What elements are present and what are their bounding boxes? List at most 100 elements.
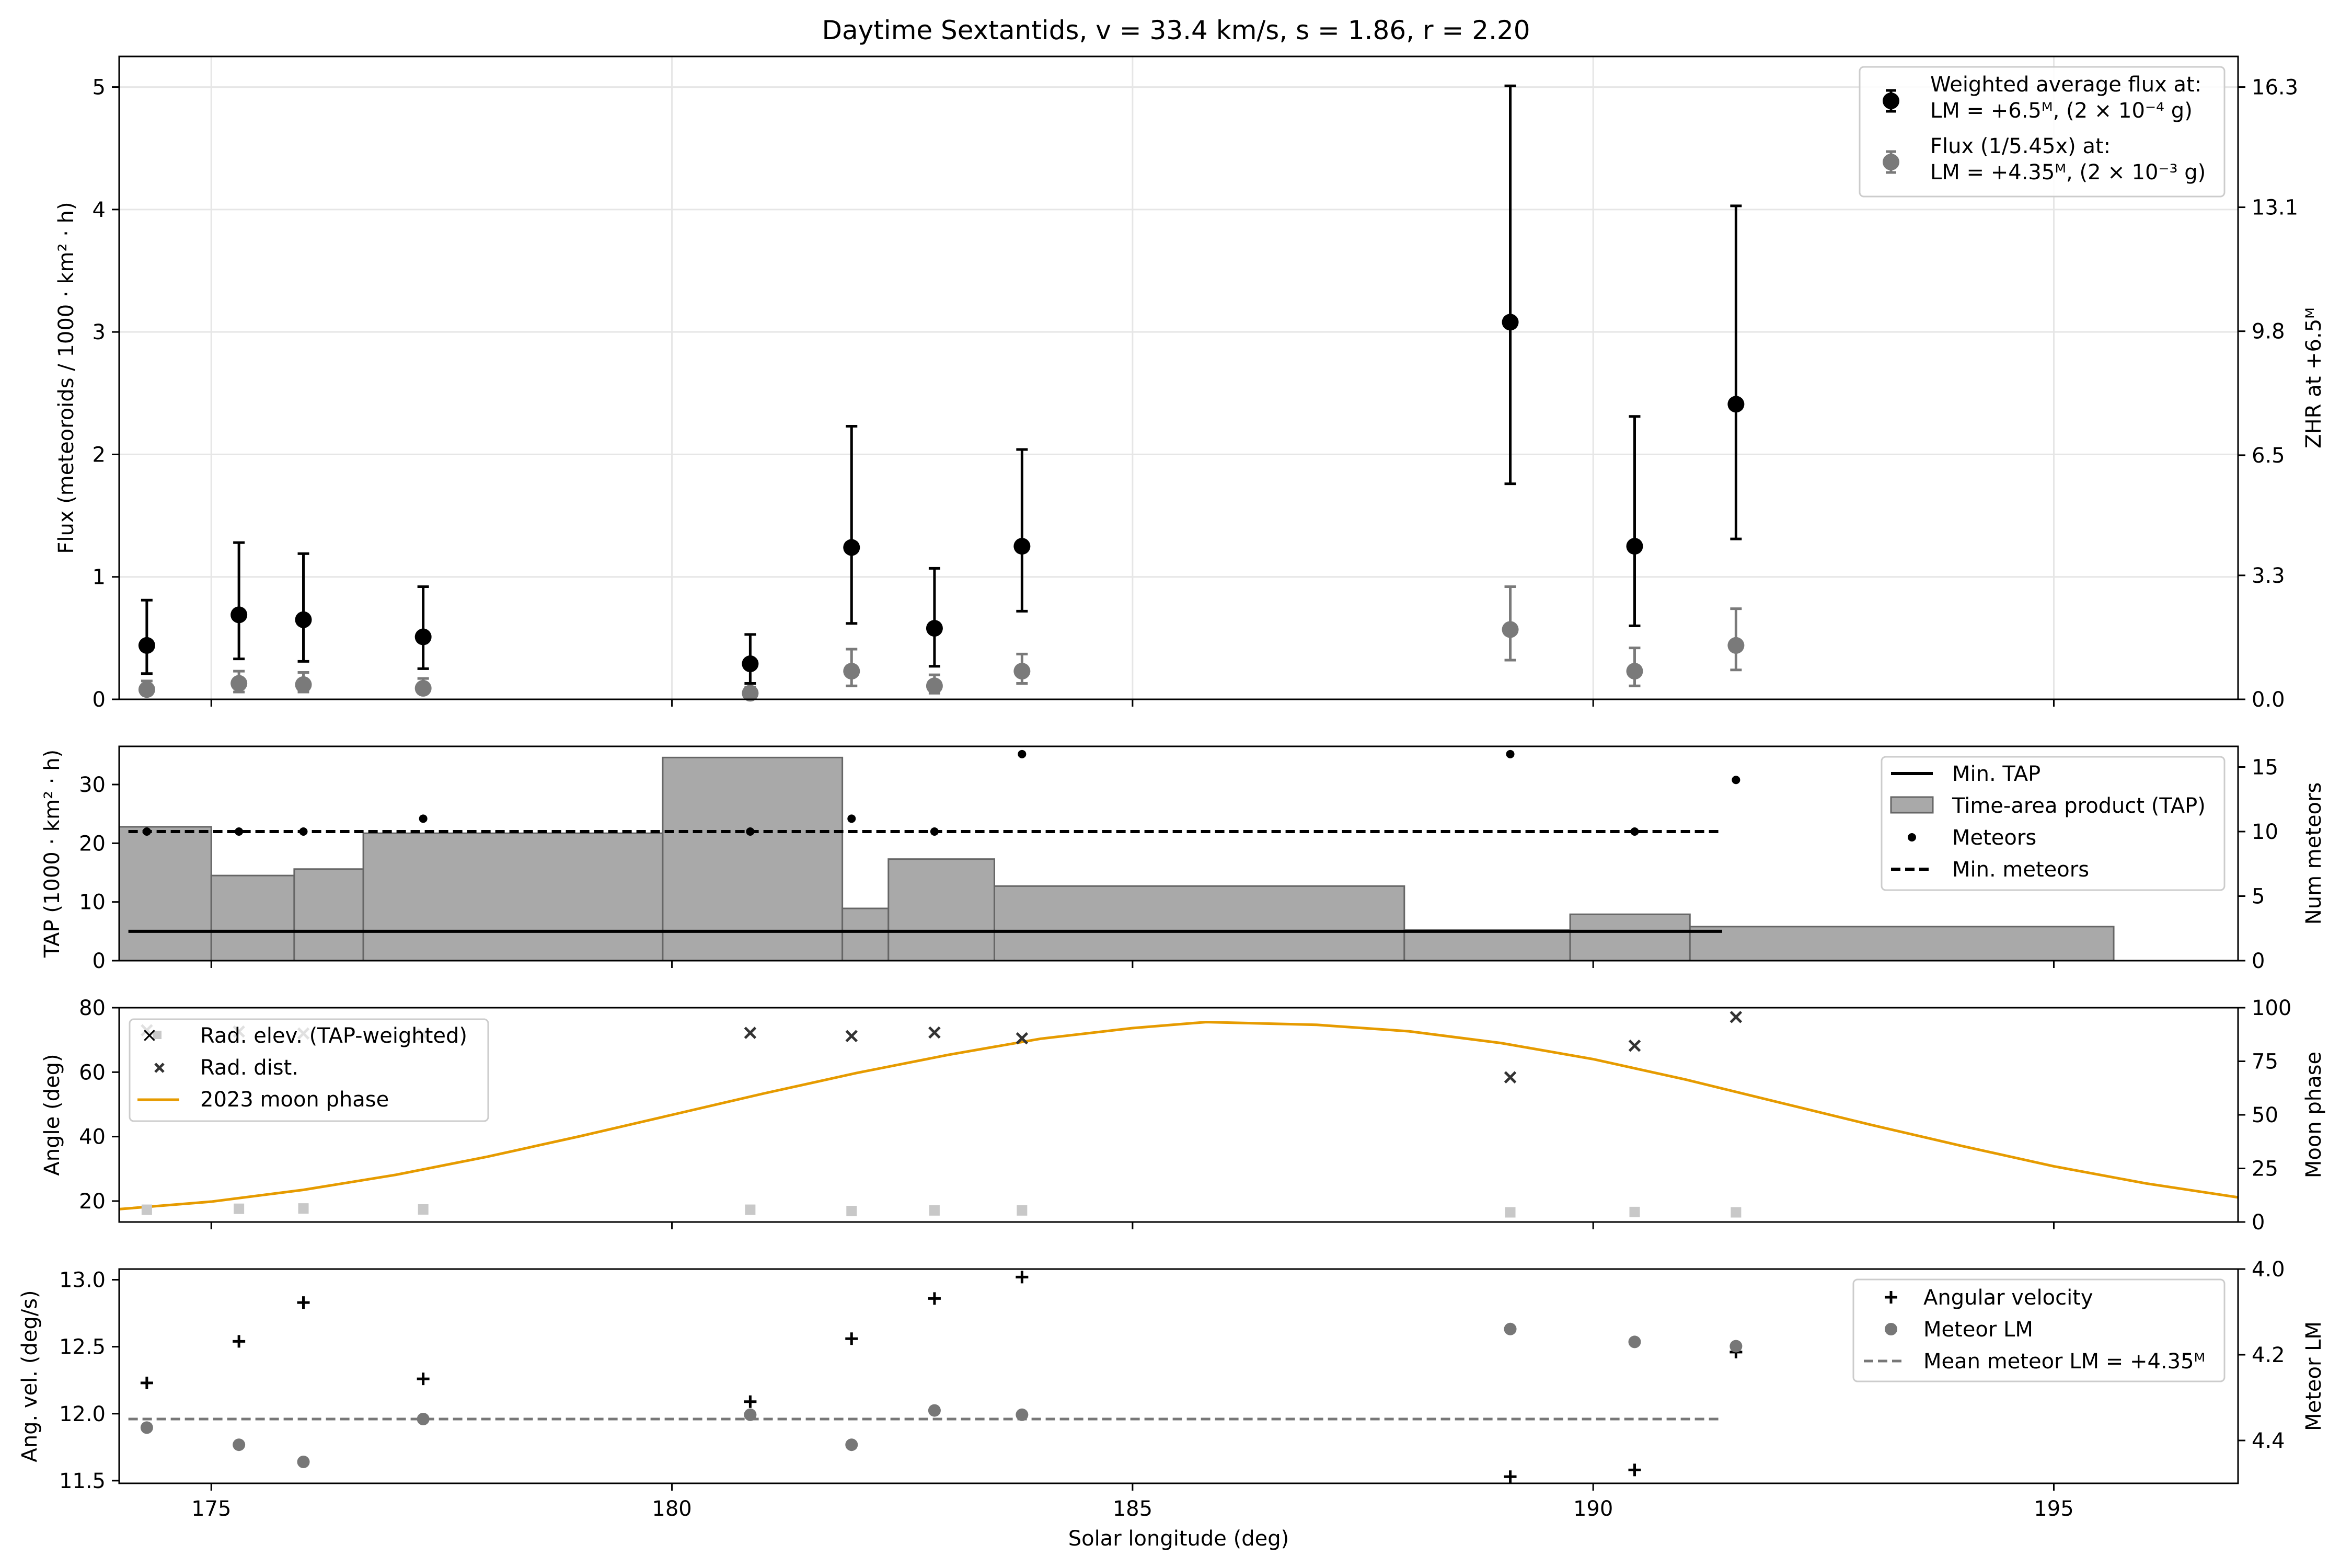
flux-lm-point [295, 676, 312, 693]
rad-elev-point [234, 1203, 245, 1214]
weighted-flux-point [1013, 538, 1031, 555]
tap-bar [887, 858, 995, 962]
meteor-count-point [235, 827, 244, 836]
angular-velocity-point [1016, 1271, 1029, 1284]
meteor-lm-point [417, 1413, 430, 1425]
weighted-flux-point [1502, 314, 1519, 331]
angular-velocity-point [744, 1395, 757, 1408]
rad-elev-point [1731, 1207, 1742, 1218]
rad-dist-point [1504, 1071, 1517, 1083]
velocity-panel: 11.5 12.0 12.5 13.0 4.0 4.2 4.4 175 180 185 190 195… [18, 1258, 2326, 1551]
rad-elev-point [745, 1204, 756, 1215]
x-tick-label: 195 [2034, 1497, 2073, 1521]
meteor-count-point [1732, 776, 1740, 785]
legend-elev: Rad. elev. (TAP-weighted) [200, 1024, 467, 1048]
y-tick-label: 1 [93, 566, 106, 590]
rad-elev-point [141, 1204, 152, 1215]
y-tick-label: 20 [79, 1190, 106, 1214]
y-tick-label: 2 [93, 443, 106, 467]
flux-lm-point [1502, 621, 1519, 638]
y-right-tick-label: 0 [2252, 949, 2265, 973]
meteor-count-point [746, 827, 755, 836]
tap-bar [1569, 913, 1691, 962]
legend-tap: Time-area product (TAP) [1952, 794, 2206, 818]
legend-moon: 2023 moon phase [200, 1088, 389, 1112]
legend-angvel-marker [1885, 1291, 1897, 1304]
y-right-tick-label: 4.4 [2252, 1429, 2285, 1453]
angle-ylabel: Angle (deg) [40, 1054, 64, 1175]
angular-velocity-point [928, 1292, 941, 1305]
y-right-tick-label: 25 [2252, 1157, 2278, 1181]
meteor-count-point [847, 814, 856, 823]
y-right-tick-label: 6.5 [2252, 444, 2285, 468]
angvel-ylabel: Ang. vel. (deg/s) [18, 1290, 42, 1462]
tap-legend: Min. TAP Time-area product (TAP) Meteors… [1881, 756, 2226, 891]
y-tick-label: 60 [79, 1060, 106, 1085]
y-tick-label: 12.5 [59, 1335, 106, 1359]
flux-lm-point [926, 677, 943, 695]
zhr-ylabel: ZHR at +6.5ᴹ [2302, 307, 2326, 448]
y-tick-label: 10 [79, 891, 106, 915]
weighted-flux-point [1727, 396, 1745, 413]
tap-bar [210, 874, 295, 962]
y-right-tick-label: 4.2 [2252, 1343, 2285, 1367]
legend-mean-lm: Mean meteor LM = +4.35ᴹ [1923, 1350, 2205, 1374]
y-right-tick-label: 13.1 [2252, 196, 2298, 220]
rad-dist-point [1628, 1039, 1641, 1052]
moon-phase-line [119, 1020, 2239, 1210]
weighted-flux-point [742, 655, 759, 673]
y-right-tick-label: 0.0 [2252, 688, 2285, 712]
y-tick-label: 80 [79, 996, 106, 1020]
tap-bar [293, 868, 364, 962]
y-tick-label: 5 [93, 76, 106, 100]
x-tick-label: 175 [191, 1497, 231, 1521]
legend-weighted-2: LM = +6.5ᴹ, (2 × 10⁻⁴ g) [1930, 99, 2193, 123]
angular-velocity-point [1628, 1463, 1641, 1477]
meteor-count-point [419, 814, 428, 823]
meteor-lm-point [1504, 1322, 1517, 1335]
weighted-flux-point [843, 539, 860, 556]
flux-lm-point [742, 685, 759, 702]
tap-bar [362, 832, 664, 962]
legend-flux-1: Flux (1/5.45x) at: [1930, 134, 2111, 158]
meteor-lm-ylabel: Meteor LM [2302, 1321, 2326, 1431]
flux-legend: Weighted average flux at: LM = +6.5ᴹ, (2… [1859, 66, 2226, 198]
angular-velocity-point [233, 1335, 246, 1348]
tap-bar [841, 907, 890, 962]
y-tick-label: 40 [79, 1125, 106, 1149]
y-right-tick-label: 4.0 [2252, 1258, 2285, 1282]
x-tick-label: 180 [652, 1497, 691, 1521]
legend-flux-2: LM = +4.35ᴹ, (2 × 10⁻³ g) [1930, 160, 2206, 185]
flux-ylabel: Flux (meteoroids / 1000 · km² · h) [54, 202, 78, 554]
y-right-tick-label: 100 [2252, 996, 2291, 1020]
y-tick-label: 12.0 [59, 1402, 106, 1426]
angular-velocity-point [845, 1332, 858, 1345]
rad-elev-point [929, 1205, 940, 1216]
legend-weighted-1: Weighted average flux at: [1930, 73, 2201, 97]
y-right-tick-label: 15 [2252, 756, 2278, 780]
legend-angvel: Angular velocity [1923, 1286, 2093, 1310]
meteor-lm-point [233, 1438, 246, 1451]
meteor-count-point [299, 827, 308, 836]
rad-dist-point [1016, 1032, 1029, 1045]
angular-velocity-point [297, 1296, 310, 1309]
y-tick-label: 11.5 [59, 1469, 106, 1493]
legend-dist-marker [154, 1063, 165, 1073]
tap-bar [662, 756, 844, 962]
flux-lm-point [138, 681, 155, 698]
angle-legend: × Rad. elev. (TAP-weighted) Rad. dist. 2… [129, 1018, 489, 1122]
moon-phase-ylabel: Moon phase [2302, 1052, 2326, 1178]
tap-panel: 0 10 20 30 0 5 10 15 TAP (1000 · km² · h) Num m… [40, 745, 2326, 973]
rad-elev-point [1505, 1207, 1516, 1218]
rad-elev-point [1017, 1205, 1028, 1216]
y-right-tick-label: 3.3 [2252, 564, 2285, 588]
meteor-lm-point [928, 1404, 941, 1417]
x-tick-label: 190 [1573, 1497, 1613, 1521]
meteor-count-point [1018, 750, 1027, 758]
legend-lm: Meteor LM [1923, 1318, 2033, 1342]
y-right-tick-label: 10 [2252, 820, 2278, 844]
meteor-count-point [1506, 750, 1515, 758]
rad-elev-point [846, 1206, 857, 1217]
rad-elev-point [298, 1203, 309, 1214]
meteor-lm-point [845, 1438, 858, 1451]
